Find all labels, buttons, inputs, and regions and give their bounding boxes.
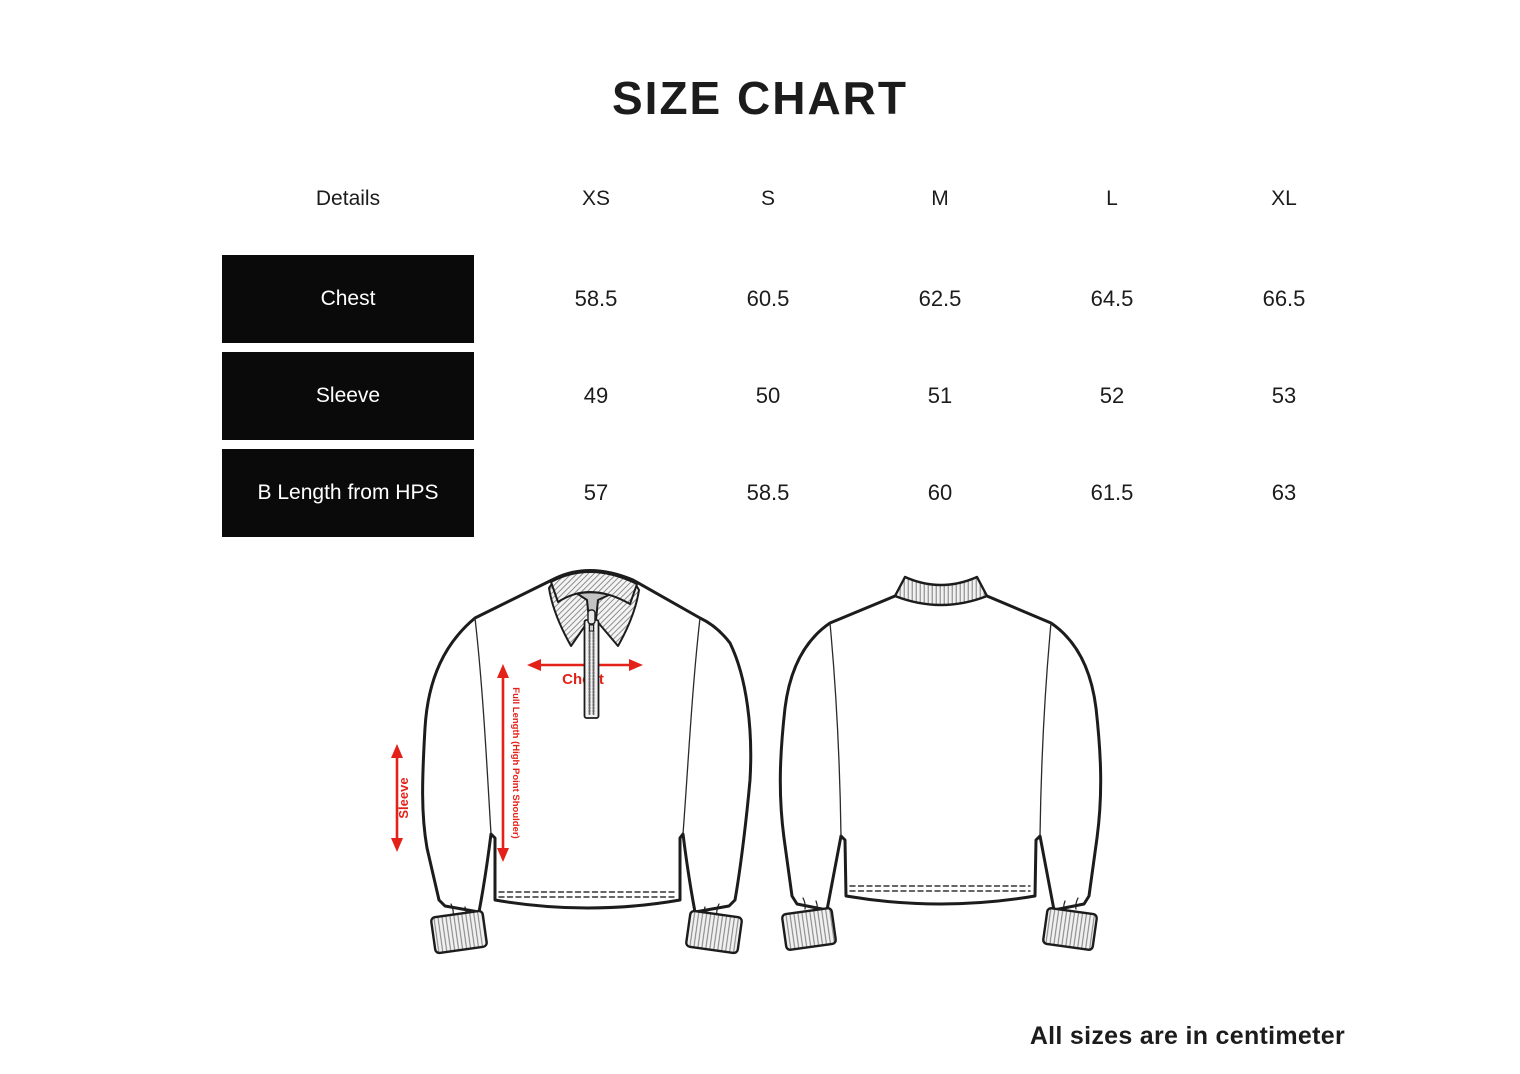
col-header-details: Details	[315, 187, 381, 210]
value-chest-m: 62.5	[918, 286, 962, 311]
front-right-armhole-seam	[682, 617, 701, 835]
front-hem-stitch	[498, 891, 676, 898]
front-left-cuff	[430, 909, 488, 955]
value-blength-m: 60	[927, 480, 953, 505]
sleeve-arrow: Sleeve	[391, 744, 411, 852]
size-table: Details XS S M L XL Chest 58.5 60.5 62.5…	[222, 170, 1370, 546]
value-chest-l: 64.5	[1090, 286, 1134, 311]
value-chest-s: 60.5	[746, 286, 790, 311]
front-view-illustration: Chest Full Length (High Point Shoulder) …	[391, 569, 753, 955]
back-left-cuff	[781, 907, 837, 951]
garment-measurement-diagram: Chest Full Length (High Point Shoulder) …	[391, 569, 1103, 955]
front-left-armhole-seam	[474, 617, 492, 835]
front-collar-band	[550, 571, 638, 605]
page-title: SIZE CHART	[612, 71, 908, 124]
value-blength-xl: 63	[1271, 480, 1297, 505]
back-right-armhole-seam	[1039, 622, 1052, 837]
front-zipper	[583, 609, 600, 719]
value-sleeve-l: 52	[1099, 383, 1125, 408]
full-length-dimension-label: Full Length (High Point Shoulder)	[510, 687, 521, 838]
value-sleeve-m: 51	[927, 383, 953, 408]
back-mock-neck-collar	[893, 575, 989, 607]
zipper-pull	[587, 609, 596, 625]
value-blength-xs: 57	[583, 480, 609, 505]
table-row-chest: Chest 58.5 60.5 62.5 64.5 66.5	[222, 255, 1370, 343]
value-blength-s: 58.5	[746, 480, 790, 505]
col-header-xl: XL	[1271, 187, 1297, 210]
value-sleeve-s: 50	[755, 383, 781, 408]
row-label-sleeve: Sleeve	[222, 352, 474, 440]
col-header-l: L	[1106, 187, 1118, 210]
table-header-row: Details XS S M L XL	[222, 170, 1370, 228]
front-right-cuff	[685, 909, 743, 955]
row-label-blength: B Length from HPS	[222, 449, 474, 537]
back-cuff-gathers	[802, 897, 1079, 912]
sleeve-dimension-label: Sleeve	[396, 777, 411, 818]
back-view-illustration	[778, 575, 1103, 951]
units-note: All sizes are in centimeter	[1029, 1022, 1345, 1050]
back-right-cuff	[1042, 907, 1098, 951]
back-body-outline	[778, 594, 1103, 912]
back-hem-stitch	[849, 885, 1031, 892]
col-header-m: M	[931, 187, 949, 210]
table-row-blength: B Length from HPS 57 58.5 60 61.5 63	[222, 449, 1370, 537]
full-length-arrow: Full Length (High Point Shoulder)	[497, 664, 521, 862]
col-header-xs: XS	[581, 187, 610, 210]
back-left-armhole-seam	[829, 622, 842, 837]
value-chest-xl: 66.5	[1262, 286, 1306, 311]
value-blength-l: 61.5	[1090, 480, 1134, 505]
value-sleeve-xl: 53	[1271, 383, 1297, 408]
row-label-chest: Chest	[222, 255, 474, 343]
col-header-s: S	[760, 187, 775, 210]
value-chest-xs: 58.5	[574, 286, 618, 311]
table-row-sleeve: Sleeve 49 50 51 52 53	[222, 352, 1370, 440]
value-sleeve-xs: 49	[583, 383, 609, 408]
